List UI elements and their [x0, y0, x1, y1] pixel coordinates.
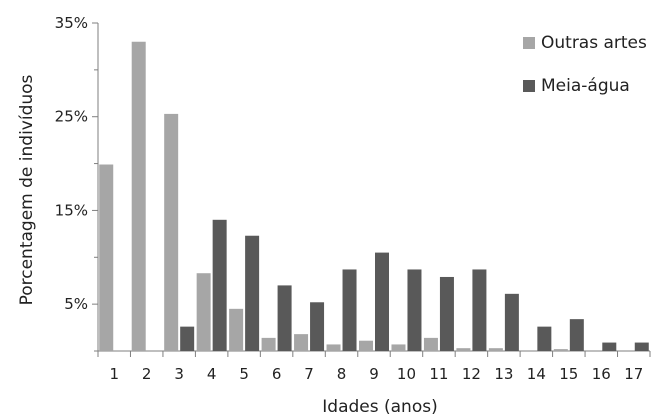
bar-outras-artes	[294, 334, 309, 351]
x-tick-label: 12	[462, 365, 481, 383]
y-tick-label: 15%	[55, 201, 88, 219]
x-tick-label: 9	[369, 365, 379, 383]
x-tick-label: 10	[397, 365, 416, 383]
bar-meia-agua	[245, 235, 260, 351]
x-tick-label: 11	[429, 365, 448, 383]
bar-outras-artes	[456, 348, 471, 351]
bar-outras-artes	[164, 113, 179, 351]
x-tick-label: 14	[527, 365, 546, 383]
x-tick-label: 3	[174, 365, 184, 383]
bar-outras-artes	[326, 344, 341, 351]
bar-meia-agua	[569, 319, 584, 351]
legend-label: Outras artes	[541, 33, 647, 53]
bar-outras-artes	[196, 273, 211, 351]
bar-meia-agua	[537, 326, 552, 351]
x-tick-label: 4	[207, 365, 217, 383]
bar-meia-agua	[504, 293, 519, 351]
bar-outras-artes	[99, 164, 114, 351]
x-tick-label: 16	[592, 365, 611, 383]
x-tick-label: 13	[494, 365, 513, 383]
bar-meia-agua	[634, 342, 649, 351]
y-axis-title: Porcentagem de indivíduos	[17, 74, 37, 305]
bar-outras-artes	[131, 41, 146, 351]
bar-outras-artes	[391, 344, 406, 351]
bar-meia-agua	[439, 276, 454, 351]
bar-meia-agua	[180, 326, 195, 351]
bar-outras-artes	[359, 340, 373, 351]
legend-swatch	[523, 80, 535, 92]
bar-meia-agua	[277, 285, 292, 351]
x-tick-label: 17	[624, 365, 643, 383]
y-tick-label: 5%	[64, 295, 88, 313]
bar-outras-artes	[423, 337, 438, 351]
bar-meia-agua	[602, 342, 617, 351]
x-axis-ticks: 1 2 3 4 5 6 7 8 9 10 11 12 13 14 15 16 17	[97, 351, 651, 383]
x-tick-label: 2	[142, 365, 152, 383]
bar-meia-agua	[212, 219, 227, 351]
bar-meia-agua	[375, 252, 389, 351]
bar-meia-agua	[407, 269, 422, 351]
axes	[97, 23, 650, 352]
x-tick-label: 8	[337, 365, 347, 383]
legend: Outras artes Meia-água	[523, 33, 647, 96]
bar-outras-artes	[261, 337, 276, 351]
bar-outras-artes	[488, 348, 503, 351]
x-tick-label: 15	[559, 365, 578, 383]
x-tick-label: 6	[272, 365, 282, 383]
x-tick-label: 1	[109, 365, 119, 383]
bar-meia-agua	[472, 269, 487, 351]
bar-outras-artes	[553, 349, 568, 351]
bar-outras-artes	[229, 308, 244, 351]
x-tick-label: 5	[239, 365, 249, 383]
y-tick-label: 35%	[55, 14, 88, 32]
legend-label: Meia-água	[541, 76, 630, 96]
legend-swatch	[523, 37, 535, 49]
bars	[99, 41, 649, 351]
x-tick-label: 7	[304, 365, 314, 383]
y-tick-label: 25%	[55, 108, 88, 126]
y-axis-ticks: 5% 15% 25% 35%	[55, 14, 98, 352]
bar-meia-agua	[310, 302, 325, 351]
x-axis-title: Idades (anos)	[322, 397, 437, 417]
bar-meia-agua	[342, 269, 357, 351]
